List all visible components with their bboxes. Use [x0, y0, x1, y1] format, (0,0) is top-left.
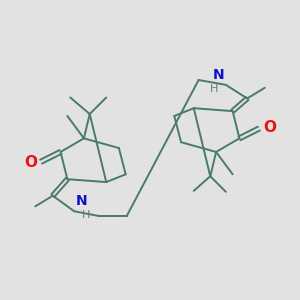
- Text: O: O: [24, 155, 37, 170]
- Text: H: H: [210, 84, 218, 94]
- Text: N: N: [212, 68, 224, 82]
- Text: H: H: [82, 210, 90, 220]
- Text: N: N: [76, 194, 88, 208]
- Text: O: O: [263, 120, 276, 135]
